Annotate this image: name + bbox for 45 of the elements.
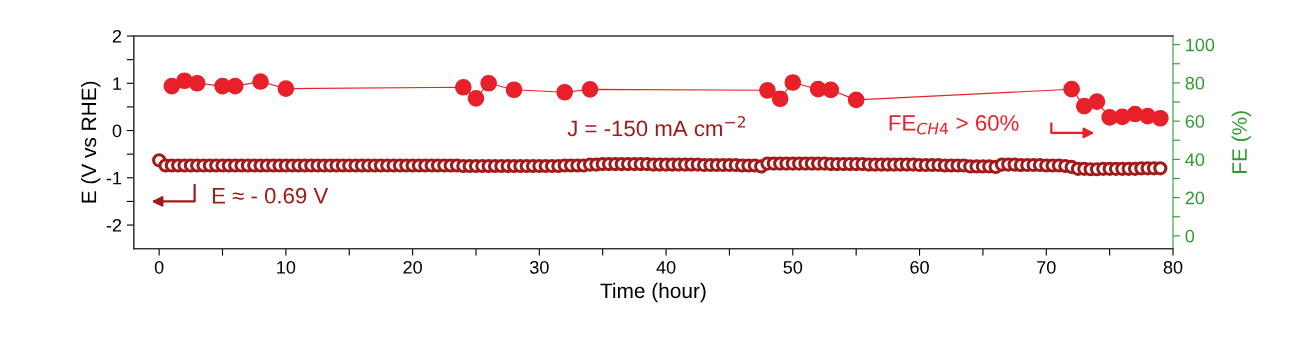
point (454, 78, 472, 96)
point (771, 90, 789, 108)
point (847, 91, 865, 109)
y-tick-label: 0 (112, 124, 122, 138)
point (822, 81, 840, 99)
x-tick-label: 20 (403, 260, 422, 274)
y2-tick-label: 80 (1185, 76, 1205, 90)
y-tick-label: 1 (113, 77, 122, 90)
point (226, 77, 244, 95)
point (467, 90, 485, 107)
x-tick-label: 80 (1163, 260, 1183, 274)
point (784, 74, 802, 91)
point (1088, 93, 1106, 110)
point (480, 74, 497, 92)
x-tick-label: 40 (656, 260, 676, 274)
annotation: J = -150 mA cm$^{−2}$ (567, 116, 746, 137)
y2-tick-label: 20 (1185, 191, 1205, 205)
y-tick-label: -2 (106, 218, 122, 232)
x-tick-label: 0 (154, 260, 164, 274)
point (759, 81, 776, 99)
y-tick-label: -1 (106, 171, 122, 185)
x-tick-label: 60 (910, 260, 929, 274)
annotation: E ≈ - 0.69 V (212, 187, 329, 204)
x-axis-title: Time (hour) (600, 282, 706, 303)
x-tick-label: 30 (529, 260, 549, 274)
point (505, 81, 523, 99)
y-axis-title: E (V vs RHE) (80, 81, 101, 203)
point (581, 81, 599, 98)
x-tick-label: 50 (783, 260, 803, 274)
y2-tick-label: 100 (1186, 38, 1215, 52)
x-tick-label: 70 (1037, 260, 1056, 274)
y2-tick-label: 60 (1185, 115, 1205, 128)
point (1075, 97, 1093, 115)
annotation: FE$_{CH4}$ > 60% (889, 115, 1019, 135)
y2-tick-label: 40 (1185, 153, 1205, 167)
point (188, 74, 206, 92)
point (556, 83, 574, 101)
point (1063, 80, 1080, 98)
x-tick-label: 10 (277, 260, 296, 274)
point (1151, 109, 1169, 127)
point (277, 80, 295, 97)
point (252, 73, 269, 90)
y2-tick-label: 0 (1185, 229, 1195, 243)
y-tick-label: 2 (112, 29, 122, 43)
y2-axis-title: FE (%) (1231, 111, 1251, 174)
